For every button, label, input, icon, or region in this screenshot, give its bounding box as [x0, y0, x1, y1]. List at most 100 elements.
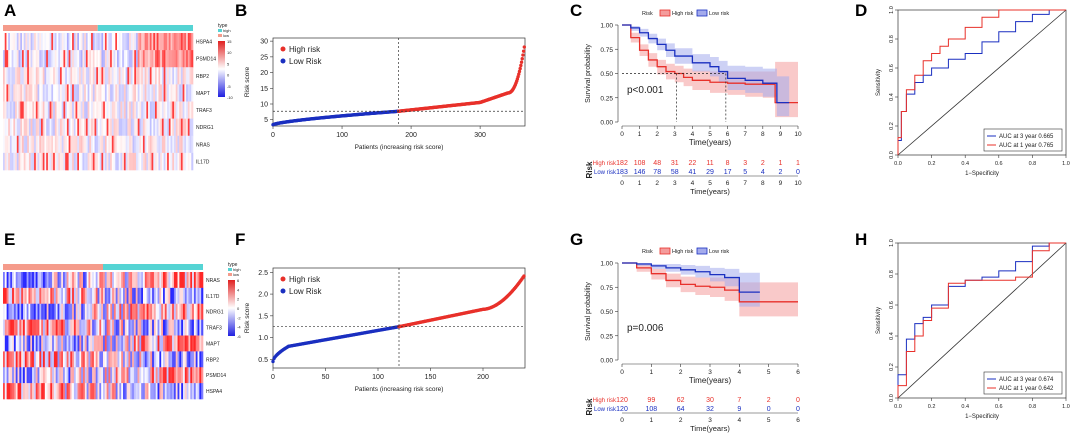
heatmap-cell [84, 118, 87, 137]
heatmap-cell [186, 152, 189, 171]
risk-table-value: 0 [767, 406, 771, 413]
heatmap-cell [28, 303, 31, 320]
heatmap-cell [17, 383, 20, 400]
heatmap-cell [103, 272, 106, 289]
survival-legend-swatch-high [659, 9, 671, 17]
heatmap-cell [77, 118, 80, 137]
heatmap-cell [193, 335, 197, 352]
heatmap-cell [182, 135, 185, 154]
heatmap-cell [130, 303, 133, 320]
heatmap-cell [15, 319, 18, 336]
heatmap-cell [104, 152, 107, 171]
heatmap-cell [61, 135, 64, 154]
plot-frame [897, 242, 1067, 399]
heatmap-cell [82, 152, 85, 171]
heatmap-cell [163, 351, 166, 368]
heatmap-cell [77, 101, 80, 119]
heatmap-cell [158, 118, 161, 137]
heatmap-cell [15, 101, 18, 119]
heatmap-cell [132, 101, 135, 119]
heatmap-cell [167, 101, 170, 119]
y-tick-label: 0.75 [600, 47, 613, 54]
heatmap-cell [139, 272, 142, 289]
survival-legend-label-high: High risk [672, 249, 694, 255]
heatmap-cell [108, 50, 111, 68]
heatmap-cell [174, 101, 177, 119]
heatmap-cell [73, 135, 76, 154]
heatmap-cell [63, 67, 66, 85]
heatmap-cell [197, 351, 200, 368]
heatmap-cell [179, 303, 182, 320]
heatmap-cell [23, 67, 26, 85]
risk-table-x-tick: 0 [620, 180, 624, 187]
heatmap-cell [180, 50, 183, 68]
heatmap-cell [115, 50, 118, 68]
heatmap-row-label: HSPA4 [206, 389, 222, 395]
heatmap-cell [80, 50, 83, 68]
heatmap-cell [23, 383, 26, 400]
heatmap-cell [133, 367, 137, 384]
heatmap-cell [57, 287, 60, 305]
heatmap-cell [37, 67, 40, 85]
heatmap-cell [34, 33, 37, 51]
heatmap-cell [30, 319, 33, 336]
heatmap-cell [118, 101, 121, 119]
heatmap-cell [98, 135, 101, 154]
heatmap-cell [108, 84, 111, 102]
y-tick-label: 0.8 [889, 270, 895, 278]
heatmap-cell [108, 152, 111, 171]
y-tick-label: 10 [260, 102, 268, 109]
heatmap-cell [22, 33, 25, 51]
heatmap-cell [160, 101, 163, 119]
heatmap-cell [166, 335, 169, 352]
heatmap-cell [120, 67, 123, 85]
heatmap-cell [130, 272, 133, 289]
risk-table-value: 41 [689, 169, 697, 176]
risk-table-value: 11 [706, 160, 713, 167]
heatmap-cell [90, 272, 93, 289]
heatmap-cell [168, 272, 171, 289]
heatmap-cell [155, 351, 158, 368]
heatmap-cell [158, 152, 161, 171]
heatmap-cell [81, 303, 84, 320]
heatmap-cell [80, 101, 83, 119]
heatmap-cell [121, 335, 124, 352]
heatmap-cell [68, 67, 71, 85]
heatmap-cell [113, 84, 116, 102]
y-tick-label: 0.6 [889, 64, 895, 72]
heatmap-cell [28, 383, 31, 400]
heatmap-cell [177, 272, 180, 289]
heatmap-cell [15, 303, 18, 320]
heatmap-cell [25, 135, 28, 154]
heatmap-cell [113, 351, 117, 368]
heatmap-cell [143, 303, 146, 320]
heatmap-cell [85, 84, 88, 102]
p-value-label: p=0.006 [627, 323, 664, 334]
y-tick-label: 0.50 [600, 71, 613, 78]
heatmap-cell [118, 118, 121, 137]
heatmap-cell [190, 335, 193, 352]
x-tick-label: 1.0 [1062, 404, 1070, 410]
heatmap-cell [156, 50, 159, 68]
heatmap-cell [32, 118, 35, 137]
risk-table-value: 64 [677, 406, 685, 413]
y-tick-label: 0.4 [889, 93, 895, 101]
heatmap-cell [151, 101, 154, 119]
risk-table-x-tick: 2 [655, 180, 659, 187]
heatmap-cell [49, 67, 52, 85]
heatmap-cell [35, 135, 38, 154]
heatmap-cell [93, 335, 97, 352]
heatmap-cell [151, 152, 154, 171]
heatmap-cell [108, 33, 111, 51]
heatmap-cell [41, 33, 44, 51]
heatmap-cell [56, 33, 59, 51]
heatmap-cell [179, 33, 182, 51]
heatmap-cell [53, 319, 57, 336]
heatmap-cell [35, 118, 38, 137]
heatmap-cell [75, 118, 78, 137]
heatmap-cell [193, 272, 197, 289]
heatmap-cell [188, 303, 191, 320]
heatmap-cell [148, 101, 151, 119]
heatmap-cell [48, 367, 51, 384]
heatmap-cell [128, 319, 131, 336]
